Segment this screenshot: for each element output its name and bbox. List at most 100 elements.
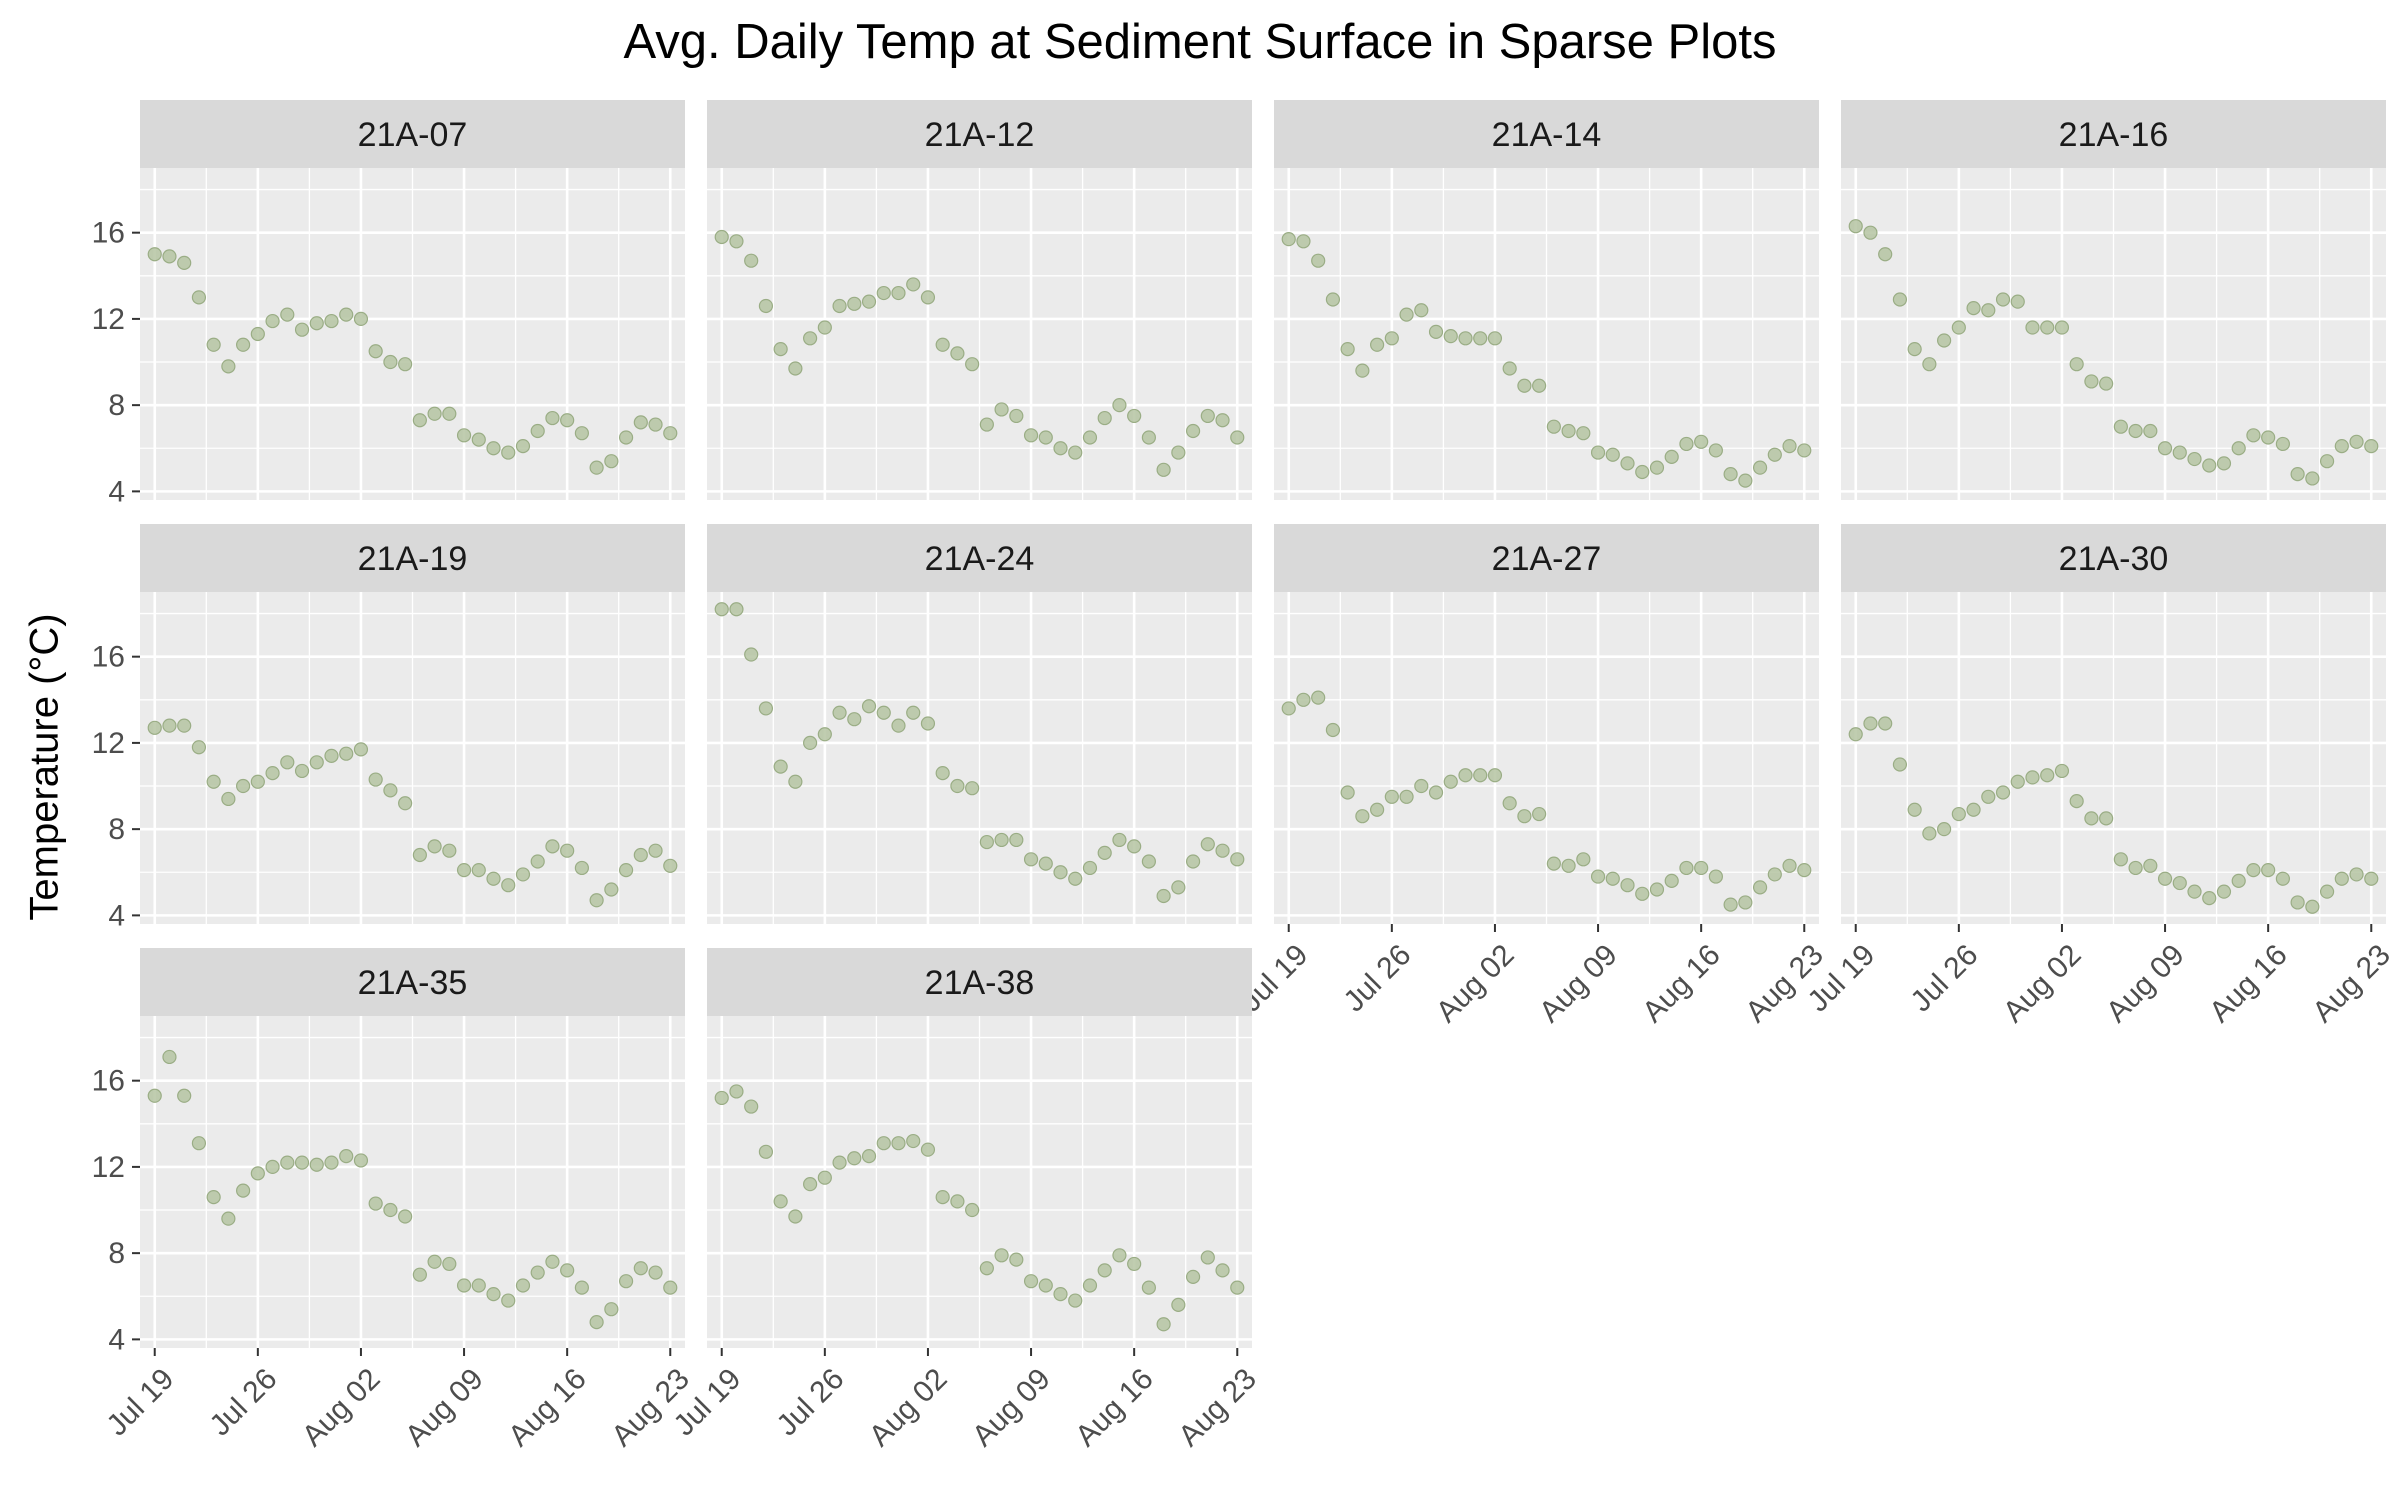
data-point xyxy=(412,1267,427,1282)
data-point xyxy=(744,253,759,268)
data-point xyxy=(2099,376,2114,391)
data-point xyxy=(965,357,980,372)
data-point xyxy=(162,718,177,733)
data-point xyxy=(1311,253,1326,268)
data-point xyxy=(1053,441,1068,456)
facet-strip xyxy=(1841,100,2386,168)
data-point xyxy=(965,1202,980,1218)
data-point xyxy=(324,748,339,763)
data-point xyxy=(1200,1250,1215,1265)
data-point xyxy=(398,1209,413,1224)
data-point xyxy=(1023,428,1039,443)
data-point xyxy=(1200,837,1215,852)
data-point xyxy=(1922,357,1937,372)
data-point xyxy=(2172,875,2187,891)
data-point xyxy=(2025,770,2040,785)
data-point xyxy=(1517,378,1532,393)
facet-label: 21A-19 xyxy=(358,540,468,578)
data-point xyxy=(2084,374,2099,389)
data-point xyxy=(1635,464,1650,480)
data-point xyxy=(1694,860,1709,876)
data-point xyxy=(891,285,906,301)
data-point xyxy=(147,720,162,735)
data-point xyxy=(714,1090,729,1106)
data-point xyxy=(1097,410,1112,426)
y-tick-label: 12 xyxy=(92,1151,125,1184)
data-point xyxy=(383,354,398,370)
data-point xyxy=(935,337,950,352)
data-point xyxy=(1141,854,1156,869)
x-tick-label: Aug 09 xyxy=(1533,938,1624,1029)
data-point xyxy=(979,417,994,432)
facet-strip xyxy=(140,948,685,1016)
y-tick-label: 16 xyxy=(92,217,125,250)
data-point xyxy=(1937,822,1952,837)
data-point xyxy=(1038,1278,1053,1293)
data-point xyxy=(817,727,832,742)
x-tick-label: Aug 16 xyxy=(1069,1362,1160,1453)
x-tick-label: Aug 16 xyxy=(502,1362,593,1453)
data-point xyxy=(1185,423,1201,439)
data-point xyxy=(501,445,516,460)
data-point xyxy=(1171,1297,1186,1312)
data-point xyxy=(1399,307,1414,322)
data-point xyxy=(950,346,965,361)
data-point xyxy=(2157,871,2173,886)
data-point xyxy=(177,1088,192,1103)
data-point xyxy=(1370,337,1385,352)
chart-title: Avg. Daily Temp at Sediment Surface in S… xyxy=(623,15,1777,69)
data-point xyxy=(501,1293,516,1308)
x-tick-label: Jul 26 xyxy=(1338,938,1418,1018)
data-point xyxy=(920,1142,936,1157)
data-point xyxy=(2128,860,2143,876)
data-point xyxy=(1863,716,1878,731)
x-tick-label: Aug 09 xyxy=(399,1362,490,1453)
data-point xyxy=(1966,802,1981,817)
data-point xyxy=(1590,869,1606,884)
data-point xyxy=(1995,785,2011,800)
data-point xyxy=(162,1049,177,1065)
data-point xyxy=(1738,895,1753,910)
data-point xyxy=(574,1280,589,1295)
data-point xyxy=(1664,449,1679,464)
data-point xyxy=(1082,860,1098,876)
data-point xyxy=(589,1315,604,1330)
data-point xyxy=(1082,1278,1098,1293)
data-point xyxy=(618,1274,634,1289)
data-point xyxy=(1399,789,1414,804)
data-point xyxy=(1009,408,1024,424)
data-point xyxy=(1156,1317,1171,1332)
data-point xyxy=(1937,333,1952,348)
data-point xyxy=(2246,863,2261,878)
data-point xyxy=(574,860,589,876)
data-point xyxy=(2349,867,2364,882)
data-point xyxy=(1752,880,1768,895)
data-point xyxy=(1340,341,1355,357)
data-point xyxy=(1443,774,1458,789)
data-point xyxy=(744,647,759,662)
facet-strip xyxy=(1274,100,1819,168)
data-point xyxy=(206,1189,221,1205)
facet-strip xyxy=(1274,524,1819,592)
data-point xyxy=(1576,426,1591,441)
data-point xyxy=(803,1177,818,1192)
data-point xyxy=(236,1183,251,1198)
x-tick-label: Jul 26 xyxy=(204,1362,284,1442)
data-point xyxy=(832,298,847,314)
data-point xyxy=(236,778,251,794)
data-point xyxy=(2334,871,2349,886)
data-point xyxy=(471,1278,486,1293)
data-point xyxy=(545,1254,560,1269)
data-point xyxy=(1797,443,1812,458)
data-point xyxy=(1532,806,1547,822)
data-point xyxy=(965,781,980,796)
x-tick-label: Aug 16 xyxy=(1636,938,1727,1029)
data-point xyxy=(2054,320,2070,335)
data-point xyxy=(1097,1263,1112,1278)
data-point xyxy=(876,1136,891,1151)
data-point xyxy=(1649,460,1665,475)
data-point xyxy=(221,359,236,374)
data-point xyxy=(221,1211,236,1226)
data-point xyxy=(265,1159,280,1175)
data-point xyxy=(979,834,994,850)
